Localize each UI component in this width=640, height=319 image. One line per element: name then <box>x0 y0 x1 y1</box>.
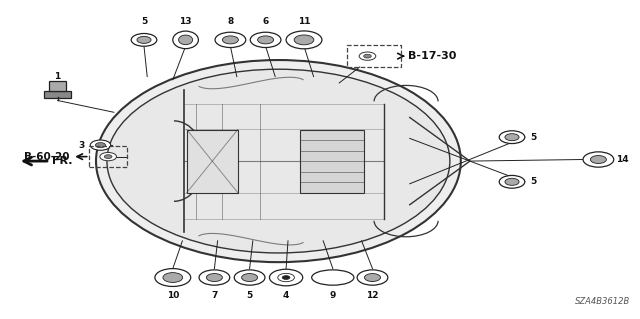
Circle shape <box>591 156 606 163</box>
Text: B-17-30: B-17-30 <box>408 51 457 61</box>
Bar <box>300 130 364 193</box>
Text: 7: 7 <box>211 291 218 300</box>
Text: SZA4B3612B: SZA4B3612B <box>575 297 630 306</box>
Circle shape <box>131 33 157 46</box>
Circle shape <box>104 155 112 159</box>
Circle shape <box>258 36 273 44</box>
Circle shape <box>282 276 290 279</box>
Circle shape <box>499 131 525 144</box>
Circle shape <box>359 52 376 60</box>
Text: 8: 8 <box>227 17 234 26</box>
Circle shape <box>137 36 151 43</box>
FancyBboxPatch shape <box>44 91 71 98</box>
Circle shape <box>234 270 265 285</box>
Circle shape <box>95 143 106 148</box>
Circle shape <box>155 269 191 286</box>
Ellipse shape <box>312 270 354 285</box>
Circle shape <box>207 274 222 281</box>
Circle shape <box>294 35 314 45</box>
Circle shape <box>215 32 246 48</box>
Ellipse shape <box>179 35 193 45</box>
Text: 13: 13 <box>179 17 192 26</box>
Ellipse shape <box>173 31 198 48</box>
Text: 14: 14 <box>616 155 629 164</box>
Circle shape <box>365 274 380 281</box>
Circle shape <box>357 270 388 285</box>
Circle shape <box>223 36 238 44</box>
Circle shape <box>242 274 257 281</box>
Text: 4: 4 <box>283 291 289 300</box>
Text: 11: 11 <box>298 17 310 26</box>
Circle shape <box>286 31 322 49</box>
Circle shape <box>364 54 371 58</box>
Text: 5: 5 <box>246 291 253 300</box>
Circle shape <box>583 152 614 167</box>
Circle shape <box>499 175 525 188</box>
Text: 6: 6 <box>262 17 269 26</box>
Circle shape <box>199 270 230 285</box>
Circle shape <box>269 269 303 286</box>
Text: 3: 3 <box>78 141 84 150</box>
Text: 9: 9 <box>330 291 336 300</box>
Circle shape <box>250 32 281 48</box>
Text: 12: 12 <box>366 291 379 300</box>
Text: B-60-20: B-60-20 <box>24 152 69 162</box>
Ellipse shape <box>96 60 461 262</box>
Text: 5: 5 <box>530 133 536 142</box>
Ellipse shape <box>107 69 450 253</box>
Circle shape <box>100 152 116 161</box>
Text: FR.: FR. <box>52 156 73 166</box>
Text: 5: 5 <box>530 177 536 186</box>
Text: 5: 5 <box>141 17 147 26</box>
Circle shape <box>505 178 519 185</box>
Circle shape <box>90 140 111 150</box>
Circle shape <box>505 134 519 141</box>
Text: 1: 1 <box>54 72 61 81</box>
Circle shape <box>163 273 182 282</box>
Text: 10: 10 <box>166 291 179 300</box>
Bar <box>187 130 238 193</box>
FancyBboxPatch shape <box>49 81 66 91</box>
